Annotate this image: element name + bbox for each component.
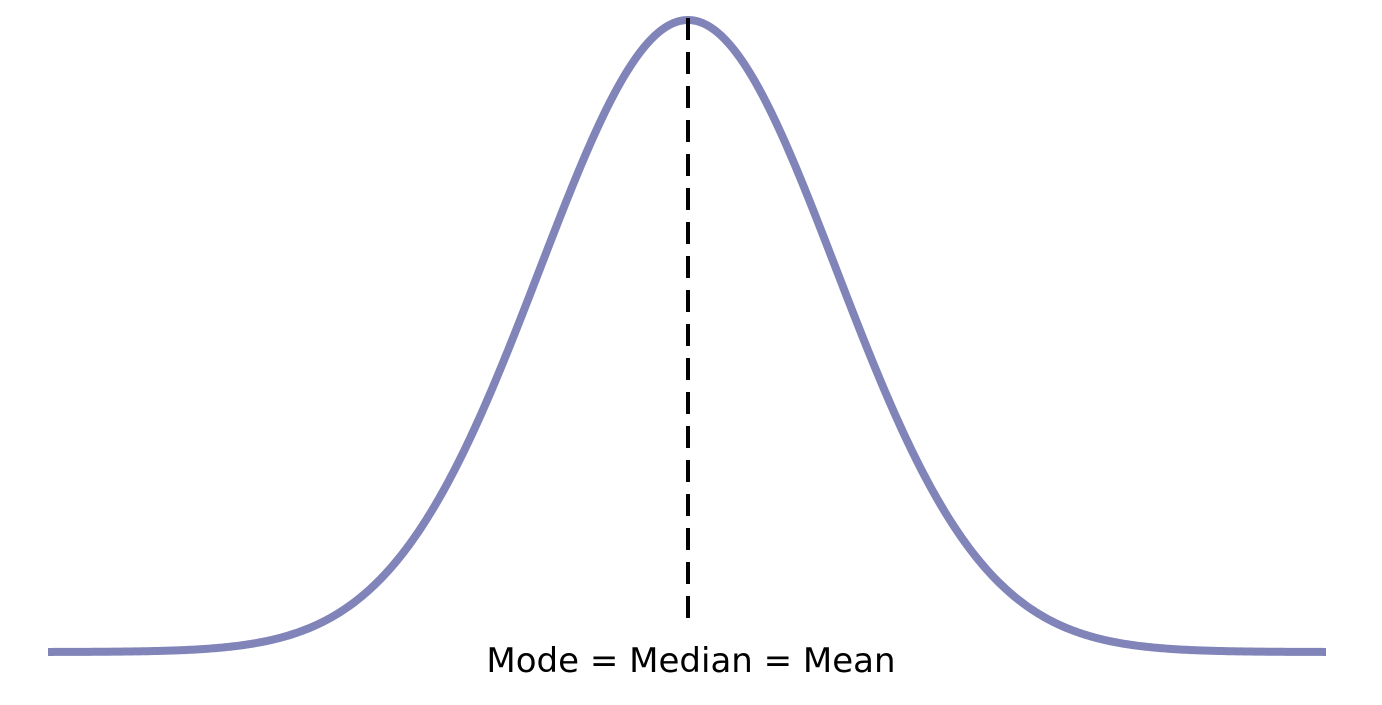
mode-median-mean-label: Mode = Median = Mean bbox=[486, 641, 896, 681]
